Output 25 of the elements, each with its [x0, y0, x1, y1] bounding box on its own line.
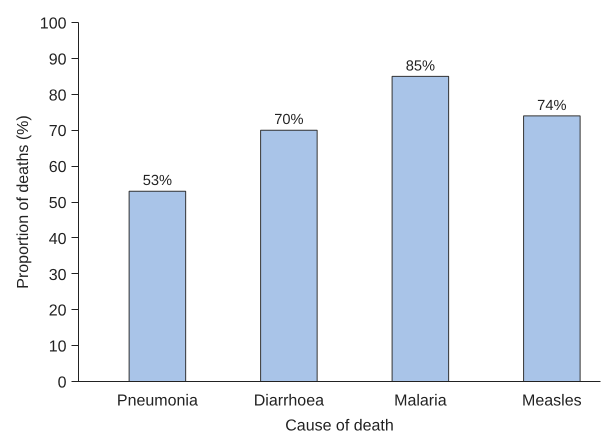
y-tick-label: 100 — [40, 16, 67, 32]
y-tick-label: 40 — [48, 230, 67, 248]
y-tick-label: 70 — [48, 123, 67, 140]
data-label: 53% — [142, 173, 172, 190]
bar — [523, 115, 581, 382]
y-tick-label: 30 — [48, 266, 67, 284]
bar — [260, 130, 318, 382]
y-tick-label: 50 — [48, 195, 67, 212]
x-tick-label: Measles — [522, 392, 582, 410]
x-tick-label: Pneumonia — [116, 392, 198, 410]
x-axis-title: Cause of death — [285, 418, 394, 434]
y-tick-label: 90 — [48, 51, 67, 68]
y-axis-title: Proportion of deaths (%) — [14, 115, 32, 289]
data-label: 70% — [274, 112, 304, 128]
bar — [128, 190, 186, 382]
y-tick-label: 10 — [48, 338, 67, 356]
x-tick-label: Malaria — [394, 392, 447, 410]
y-tick-label: 60 — [48, 159, 67, 176]
bar — [392, 76, 450, 382]
data-label: 74% — [537, 98, 567, 114]
y-tick-label: 80 — [48, 87, 67, 104]
y-tick-label: 20 — [48, 302, 67, 320]
x-tick-label: Diarrhoea — [254, 392, 324, 410]
y-tick-label: 0 — [58, 374, 67, 392]
data-label: 85% — [406, 58, 436, 74]
